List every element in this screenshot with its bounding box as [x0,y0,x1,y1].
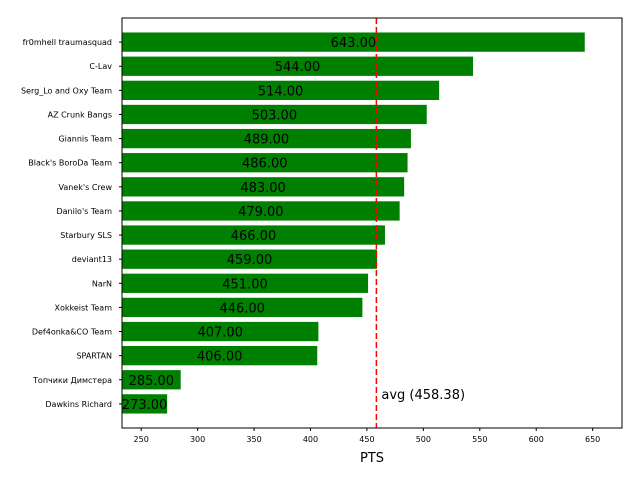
x-tick-label: 600 [529,435,544,444]
x-tick-label: 350 [246,435,261,444]
y-tick-label: Xokkeist Team [55,303,113,312]
bar [122,177,405,197]
x-axis-label: PTS [360,451,384,466]
bar-value-label: 273.00 [122,398,168,413]
bars-group [122,32,585,414]
x-tick-label: 650 [585,435,600,444]
y-tick-label: Danilo's Team [56,207,112,216]
y-tick-label: Def4onka&CO Team [32,328,112,337]
y-tick-label: Serg_Lo and Oxy Team [21,86,112,95]
bar [122,104,427,125]
y-tick-label: SPARTAN [76,352,112,361]
bar-value-label: 285.00 [129,374,175,389]
bar [122,297,363,318]
bar-value-label: 483.00 [240,181,286,196]
x-axis-ticks: 250 300 350 400 450 500 550 600 650 [134,428,600,444]
y-tick-label: Топчики Димстера [32,376,112,385]
y-tick-label: deviant13 [72,255,112,264]
y-tick-label: C-Lav [89,62,112,71]
bar-value-label: 446.00 [219,301,265,316]
bar-value-label: 489.00 [244,133,290,148]
bar-value-label: 451.00 [222,277,268,292]
bar [122,128,411,149]
bar-value-label: 514.00 [258,84,304,99]
y-tick-label: Vanek's Crew [59,183,113,192]
average-label: avg (458.38) [381,388,465,403]
bar [122,201,400,221]
bar-value-label: 643.00 [331,36,377,51]
y-tick-label: fr0mhell traumasquad [23,38,112,47]
y-axis-ticks: fr0mhell traumasquad C-Lav Serg_Lo and Oxy… [21,38,122,409]
bar-value-label: 459.00 [227,253,273,268]
y-tick-label: Giannis Team [58,135,112,144]
bar [122,249,378,269]
bar-value-label: 406.00 [197,350,243,365]
y-tick-label: AZ Crunk Bangs [48,110,112,119]
y-tick-label: Black's BoroDa Team [28,159,112,168]
average-line-group: avg (458.38) [375,18,465,428]
bar-value-label: 466.00 [231,229,277,244]
x-tick-label: 300 [190,435,205,444]
bar [122,153,408,173]
bar [122,80,440,100]
y-tick-label: Dawkins Richard [45,400,112,409]
plot-frame [121,17,623,429]
bar-value-label: 486.00 [242,157,288,172]
bar-value-label: 479.00 [238,205,284,220]
bar [122,394,168,414]
bar [122,273,369,293]
x-tick-label: 500 [416,435,431,444]
data-labels-group: 643.00 544.00 514.00 503.00 489.00 486.00 483.… [122,36,376,413]
x-tick-label: 250 [134,435,149,444]
bar [122,225,385,245]
y-tick-label: Starbury SLS [60,231,112,240]
bar-value-label: 544.00 [275,60,321,75]
x-tick-label: 450 [359,435,374,444]
bar-value-label: 407.00 [197,326,243,341]
y-tick-label: NarN [92,279,112,288]
bar [122,32,585,52]
x-tick-label: 550 [472,435,487,444]
bar [122,56,474,76]
bar [122,370,181,390]
bar [122,346,318,366]
bar-value-label: 503.00 [252,108,298,123]
x-tick-label: 400 [303,435,318,444]
bar [122,321,319,342]
